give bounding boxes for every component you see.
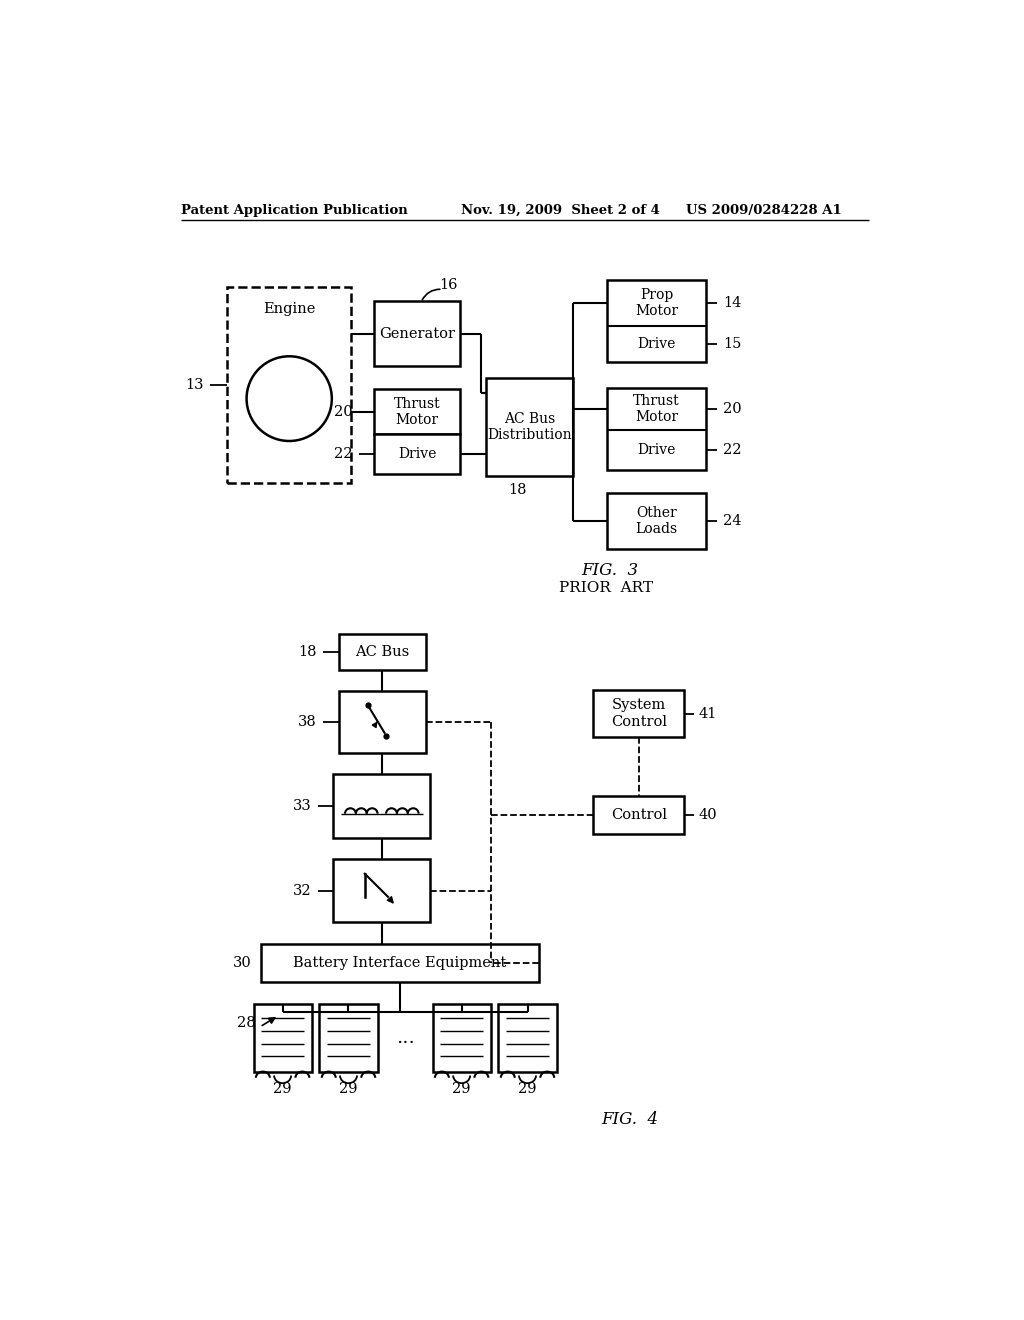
Text: 29: 29 — [273, 1081, 292, 1096]
Text: 29: 29 — [518, 1081, 537, 1096]
Bar — [607, 280, 707, 363]
Text: AC Bus
Distribution: AC Bus Distribution — [487, 412, 571, 442]
Text: 28: 28 — [238, 1016, 256, 1030]
Text: Control: Control — [610, 808, 667, 822]
Text: US 2009/0284228 A1: US 2009/0284228 A1 — [686, 205, 842, 218]
Bar — [607, 388, 707, 470]
Bar — [593, 796, 684, 834]
Text: 41: 41 — [698, 706, 717, 721]
Text: 13: 13 — [185, 378, 204, 392]
Text: 22: 22 — [334, 447, 352, 461]
Text: 16: 16 — [439, 279, 458, 293]
Bar — [319, 1003, 378, 1072]
Text: AC Bus: AC Bus — [355, 645, 410, 659]
Text: 20: 20 — [723, 403, 741, 416]
Text: 29: 29 — [453, 1081, 471, 1096]
Bar — [499, 1003, 557, 1072]
Text: 24: 24 — [723, 513, 741, 528]
Text: Patent Application Publication: Patent Application Publication — [180, 205, 408, 218]
Bar — [375, 389, 460, 434]
Bar — [254, 1003, 311, 1072]
Text: Drive: Drive — [637, 338, 676, 351]
Text: Engine: Engine — [263, 301, 315, 315]
Bar — [432, 1003, 490, 1072]
Text: 18: 18 — [509, 483, 527, 498]
Text: 32: 32 — [293, 883, 311, 898]
Text: PRIOR  ART: PRIOR ART — [559, 581, 653, 595]
Bar — [486, 378, 572, 477]
Text: Drive: Drive — [637, 444, 676, 457]
Text: 38: 38 — [298, 715, 317, 729]
Bar — [334, 775, 430, 838]
Bar — [227, 286, 351, 483]
Text: 15: 15 — [723, 338, 741, 351]
Text: 14: 14 — [723, 296, 741, 310]
Text: Battery Interface Equipment: Battery Interface Equipment — [294, 956, 507, 970]
Text: 20: 20 — [334, 405, 352, 418]
Bar — [375, 301, 460, 367]
Text: System
Control: System Control — [610, 698, 667, 729]
Text: ...: ... — [395, 1028, 415, 1047]
Text: FIG.  4: FIG. 4 — [602, 1111, 658, 1127]
Bar — [593, 689, 684, 738]
Bar — [607, 494, 707, 549]
Text: 22: 22 — [723, 444, 741, 457]
Text: Thrust
Motor: Thrust Motor — [633, 393, 680, 424]
Bar — [375, 434, 460, 474]
Text: Thrust
Motor: Thrust Motor — [394, 396, 440, 426]
Bar — [339, 635, 426, 669]
Text: 40: 40 — [698, 808, 717, 822]
Text: 29: 29 — [339, 1081, 357, 1096]
Bar — [261, 944, 539, 982]
Bar — [334, 859, 430, 923]
Text: Drive: Drive — [398, 447, 436, 461]
Text: FIG.  3: FIG. 3 — [582, 562, 639, 579]
Text: 33: 33 — [293, 799, 311, 813]
Bar — [339, 692, 426, 752]
Text: 30: 30 — [233, 956, 252, 970]
Text: Nov. 19, 2009  Sheet 2 of 4: Nov. 19, 2009 Sheet 2 of 4 — [461, 205, 660, 218]
Text: Generator: Generator — [379, 326, 455, 341]
Text: Prop
Motor: Prop Motor — [635, 288, 678, 318]
Text: 18: 18 — [299, 645, 317, 659]
Text: Other
Loads: Other Loads — [636, 506, 678, 536]
